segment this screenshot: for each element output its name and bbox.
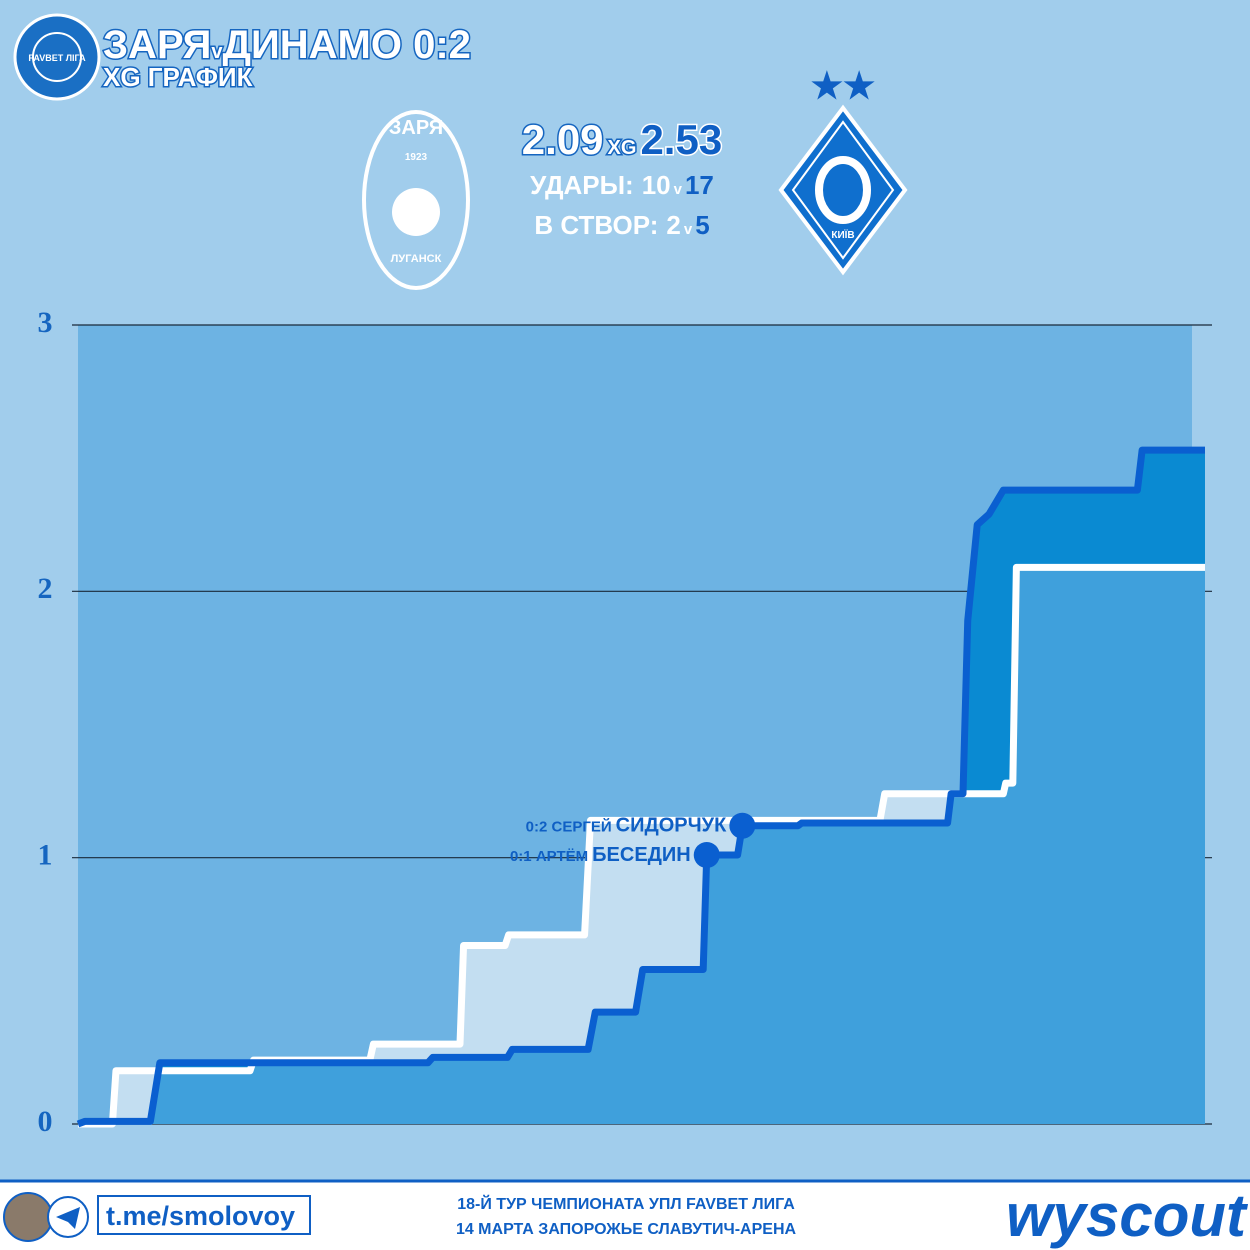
away-logo-inner: [791, 120, 895, 260]
xg-away: 2.53: [640, 116, 722, 163]
on-target-home: 2: [666, 210, 680, 240]
y-tick-label: 3: [38, 306, 53, 339]
footer-line1: 18-Й ТУР ЧЕМПИОНАТА УПЛ FAVBET ЛИГА: [457, 1194, 795, 1213]
title: ЗАРЯvДИНАМО 0:2: [103, 23, 471, 67]
annotation: 0:1 АРТЁМ БЕСЕДИН: [510, 844, 691, 866]
home-logo-city: ЛУГАНСК: [391, 253, 442, 265]
shots-line: УДАРЫ: 10 v 17: [530, 170, 714, 200]
shots-home: 10: [642, 170, 671, 200]
area-overlap: [78, 567, 1205, 1124]
avatar: [3, 1192, 53, 1242]
on-target-label: В СТВОР:: [534, 210, 658, 240]
title-away: ДИНАМО 0:2: [223, 23, 471, 67]
annotation-text: 0:2 СЕРГЕЙ: [526, 818, 612, 836]
goal-marker: [729, 812, 756, 839]
series-line: [76, 446, 1205, 1128]
versus: v: [684, 221, 693, 238]
annotation: 0:2 СЕРГЕЙ СИДОРЧУК: [526, 815, 727, 837]
shots-label: УДАРЫ:: [530, 170, 634, 200]
brand: wyscout: [1006, 1182, 1249, 1249]
on-target-line: В СТВОР: 2 v 5: [534, 210, 709, 240]
league-logo-ring: [32, 32, 82, 82]
home-logo: [362, 110, 470, 290]
goal-marker: [693, 842, 720, 869]
title-versus: v: [211, 41, 223, 63]
title-home: ЗАРЯ: [103, 23, 211, 67]
y-tick-label: 1: [38, 839, 53, 872]
xg-label: XG: [608, 137, 637, 159]
home-logo-ball: [392, 188, 440, 236]
league-logo: [13, 13, 101, 101]
away-logo: [778, 104, 908, 276]
shots-away: 17: [685, 170, 714, 200]
versus: v: [674, 181, 683, 198]
away-logo-d: [815, 156, 871, 224]
xg-line: 2.09 XG2.53: [522, 116, 722, 163]
xg-home: 2.09: [522, 116, 604, 163]
y-tick-label: 0: [38, 1105, 53, 1138]
footer-line2: 14 МАРТА ЗАПОРОЖЬЕ СЛАВУТИЧ-АРЕНА: [456, 1221, 797, 1238]
annotation-name: СИДОРЧУК: [616, 815, 727, 837]
annotation-name: БЕСЕДИН: [592, 844, 691, 866]
link[interactable]: t.me/smolovoy: [106, 1201, 295, 1231]
home-logo-name: ЗАРЯ: [389, 117, 443, 139]
link-box[interactable]: [97, 1195, 311, 1235]
subtitle: XG ГРАФИК: [103, 62, 253, 92]
plot: 0 1 2 3 0:1 АРТЁМ БЕСЕДИН 0:2 СЕРГЕЙ СИДОРЧУК: [38, 306, 1212, 1138]
on-target-away: 5: [695, 210, 709, 240]
away-logo-city: КИЇВ: [831, 228, 854, 241]
series-line: [78, 563, 1205, 1128]
away-logo-stars: ★★: [811, 65, 876, 106]
y-tick-label: 2: [38, 572, 53, 605]
annotation-text: 0:1 АРТЁМ: [510, 848, 588, 865]
home-logo-year: 1923: [405, 152, 428, 163]
league-logo-text: FAVBET ЛІГА: [28, 53, 86, 63]
telegram-plane: [56, 1207, 80, 1229]
